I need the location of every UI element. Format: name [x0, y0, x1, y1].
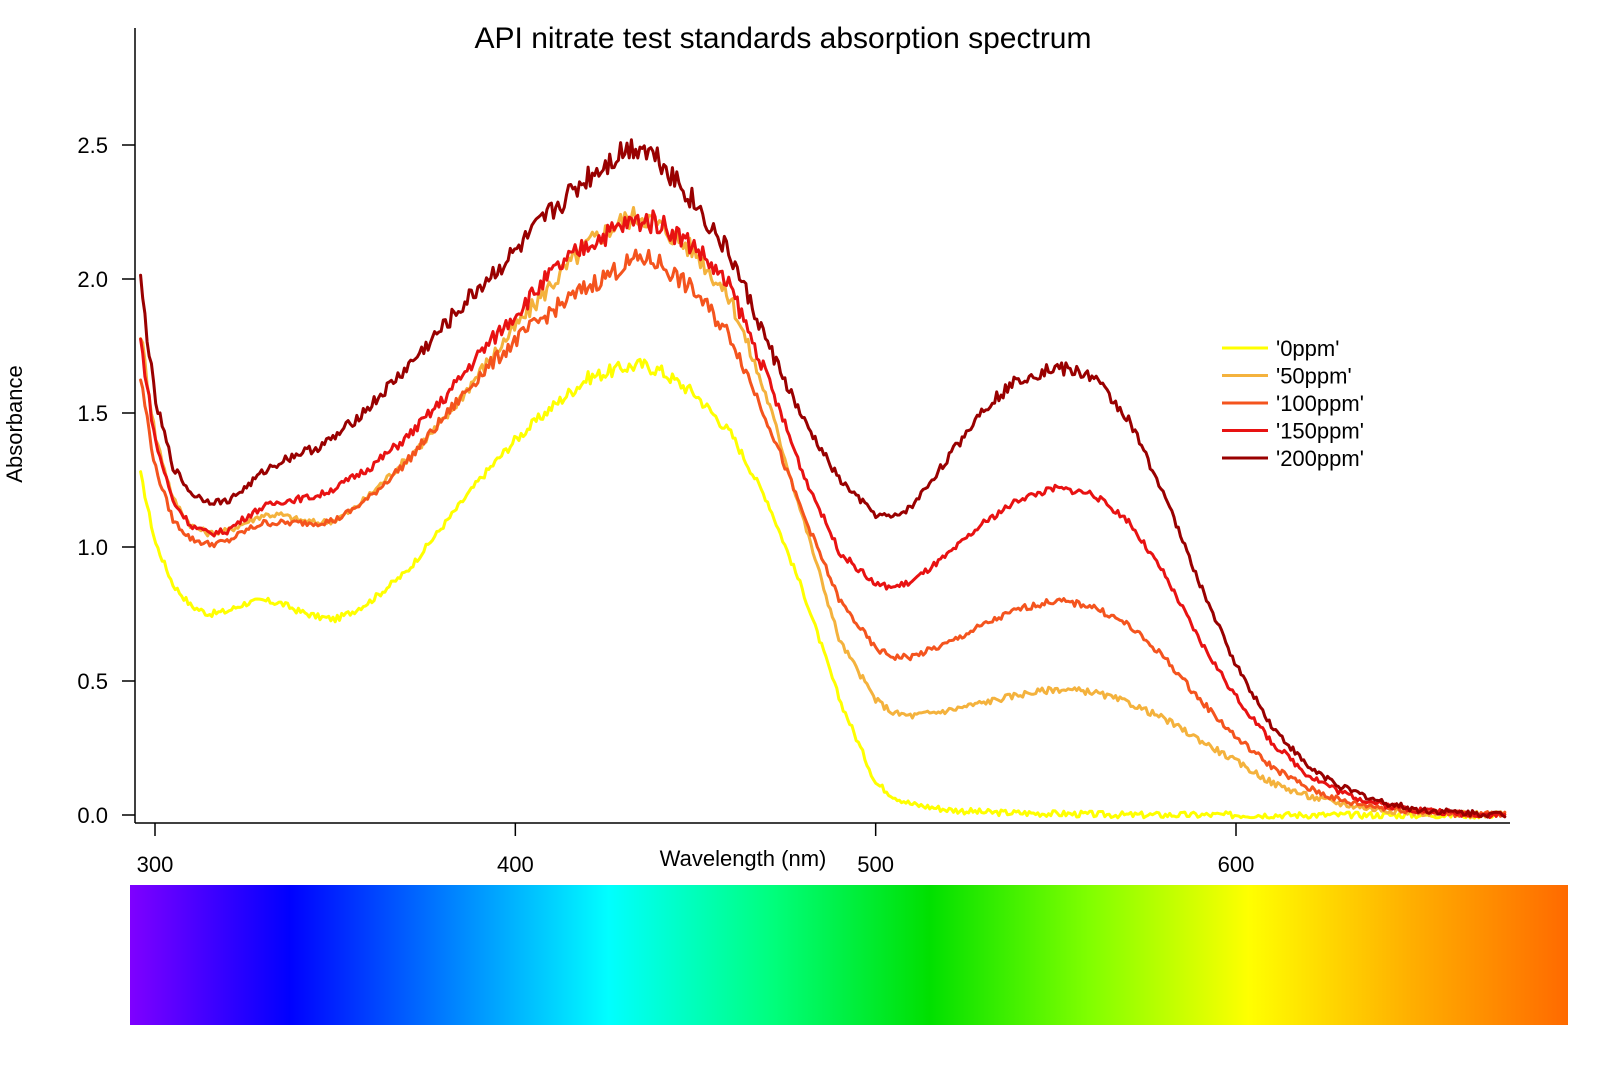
x-tick-label: 300 [137, 852, 174, 877]
series-lines [139, 138, 1507, 820]
x-axis-ticks: 300 400 500 600 [137, 823, 1255, 877]
y-tick-label: 1.0 [77, 535, 108, 560]
x-axis-label: Wavelength (nm) [660, 846, 827, 871]
legend-label: '100ppm' [1276, 391, 1364, 416]
legend-label: '200ppm' [1276, 446, 1364, 471]
y-axis-ticks: 0.0 0.5 1.0 1.5 2.0 2.5 [77, 133, 135, 828]
x-tick-label: 600 [1218, 852, 1255, 877]
series-line-3 [139, 209, 1507, 819]
y-tick-label: 0.5 [77, 669, 108, 694]
legend-label: '0ppm' [1276, 336, 1339, 361]
chart-title: API nitrate test standards absorption sp… [475, 22, 1092, 55]
series-line-2 [139, 248, 1507, 819]
legend: '0ppm' '50ppm''100ppm' '150ppm''200ppm' [1222, 336, 1364, 471]
legend-label: '150ppm' [1276, 419, 1364, 444]
series-line-4 [139, 138, 1507, 819]
x-tick-label: 400 [497, 852, 534, 877]
series-line-0 [139, 357, 1507, 820]
spectrum-color-bar [130, 885, 1568, 1025]
y-tick-label: 2.0 [77, 267, 108, 292]
y-tick-label: 1.5 [77, 401, 108, 426]
y-tick-label: 2.5 [77, 133, 108, 158]
y-axis-label: Absorbance [2, 365, 27, 482]
x-tick-label: 500 [857, 852, 894, 877]
legend-label: '50ppm' [1276, 364, 1352, 389]
y-tick-label: 0.0 [77, 803, 108, 828]
